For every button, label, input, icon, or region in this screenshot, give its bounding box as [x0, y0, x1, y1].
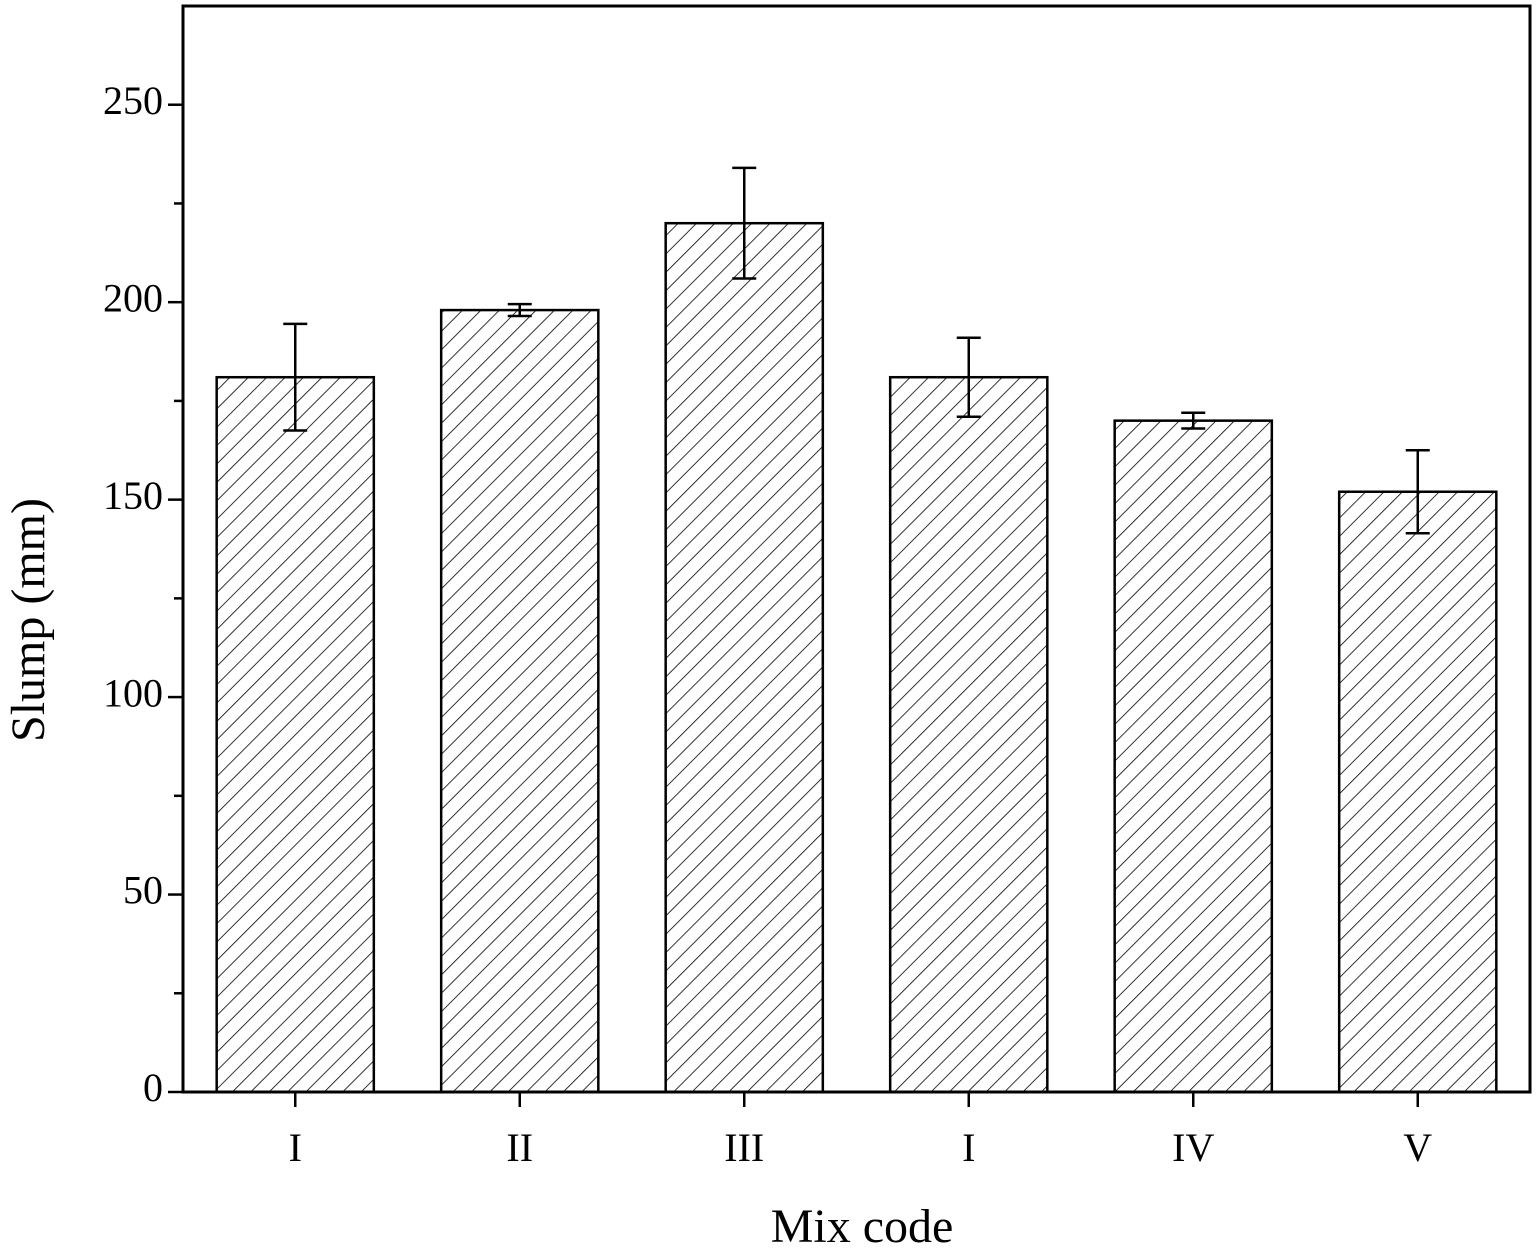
y-tick-label: 250	[103, 78, 163, 123]
bar	[215, 375, 376, 1094]
x-tick-label: I	[289, 1125, 302, 1170]
x-tick-label: I	[962, 1125, 975, 1170]
bar	[439, 308, 600, 1094]
error-bar	[283, 322, 308, 432]
error-bar	[956, 336, 981, 418]
error-bar	[732, 166, 757, 280]
error-bar	[1181, 411, 1206, 430]
y-tick-label: 100	[103, 670, 163, 715]
y-tick-label: 150	[103, 473, 163, 518]
bar	[888, 375, 1049, 1094]
error-bar	[507, 302, 532, 318]
bar	[664, 221, 825, 1094]
bar	[1113, 419, 1274, 1094]
error-bar	[1405, 449, 1430, 535]
plot-frame	[181, 4, 1532, 1094]
y-tick-label: 50	[123, 868, 163, 913]
bar	[1337, 490, 1498, 1094]
y-tick-label: 200	[103, 275, 163, 320]
x-tick-label: II	[506, 1125, 533, 1170]
x-tick-label: III	[724, 1125, 764, 1170]
y-axis-title: Slump (mm)	[2, 498, 55, 742]
x-axis-title: Mix code	[771, 1200, 954, 1248]
x-tick-label: V	[1403, 1125, 1432, 1170]
y-tick-label: 0	[143, 1065, 163, 1110]
x-tick-label: IV	[1172, 1125, 1214, 1170]
